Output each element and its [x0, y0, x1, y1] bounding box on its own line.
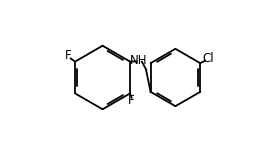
Text: F: F [64, 49, 71, 62]
Text: NH: NH [130, 55, 148, 67]
Text: F: F [128, 94, 135, 107]
Text: Cl: Cl [202, 52, 214, 65]
